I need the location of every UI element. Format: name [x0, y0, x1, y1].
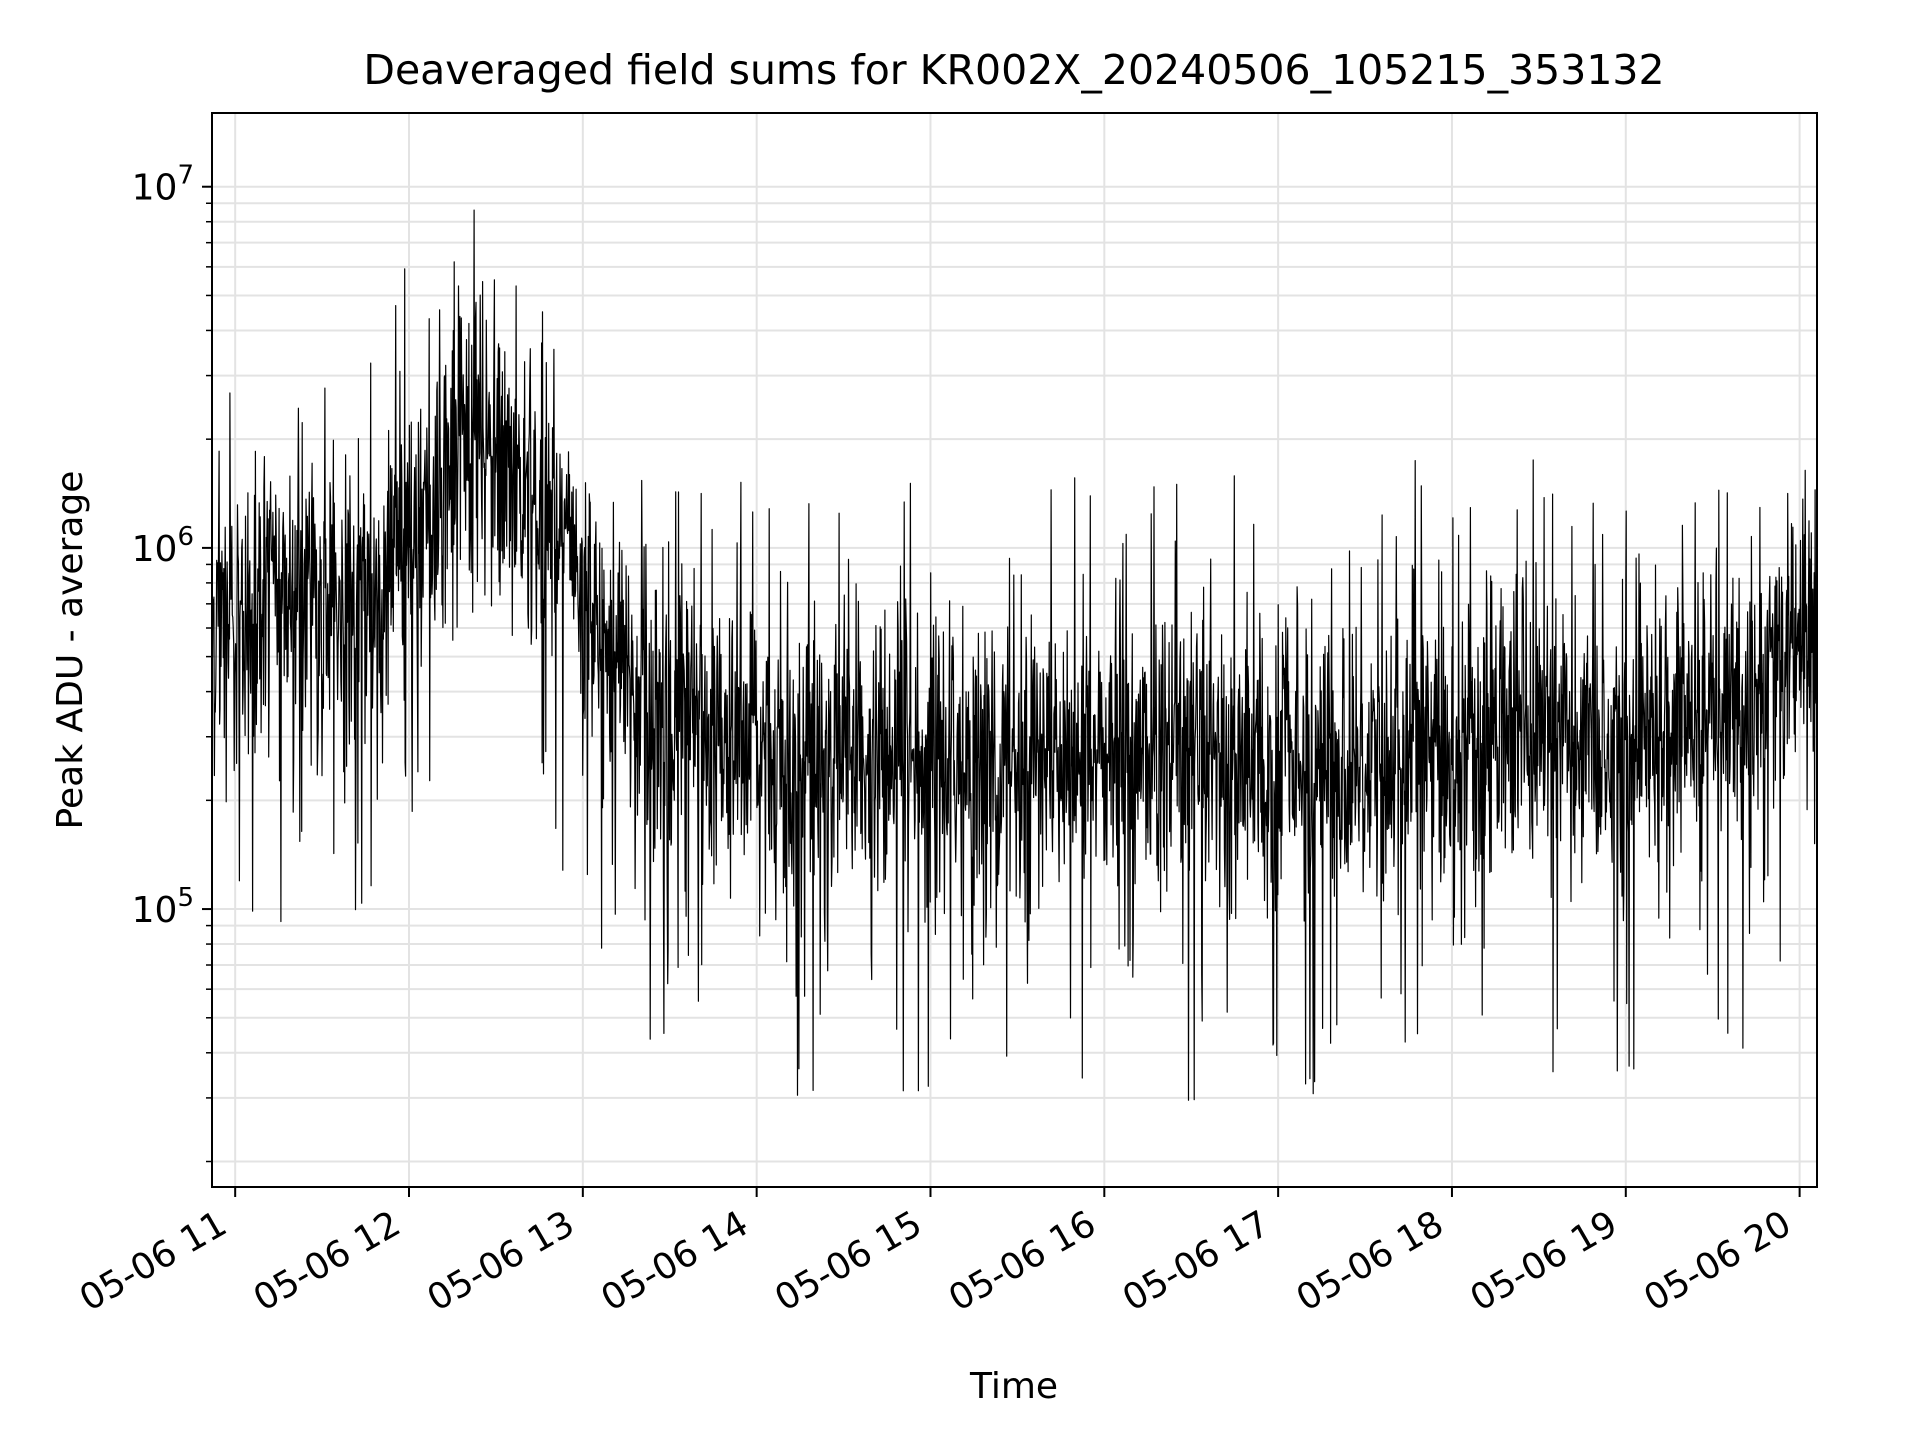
plot-frame — [211, 112, 1818, 1188]
x-axis-label: Time — [969, 1366, 1058, 1407]
y-axis-ticks: 105 106 107 — [132, 161, 212, 1163]
y-tick-label: 107 — [132, 161, 194, 209]
series-line — [211, 209, 1818, 1101]
chart-title: Deaveraged field sums for KR002X_2024050… — [363, 46, 1664, 94]
y-tick-label: 105 — [132, 883, 194, 931]
y-tick-label: 106 — [132, 522, 194, 570]
y-axis-label: Peak ADU - average — [50, 471, 91, 830]
data-series — [211, 209, 1818, 1101]
